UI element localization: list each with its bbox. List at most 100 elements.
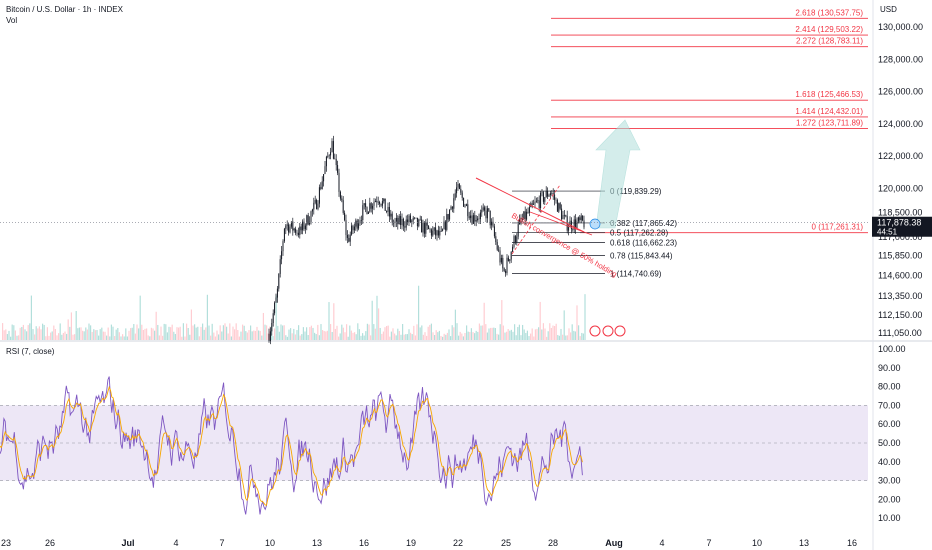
fib-extension-label: 1.414 (124,432.01) <box>795 107 863 116</box>
symbol-title[interactable]: Bitcoin / U.S. Dollar · 1h · INDEX <box>6 5 123 14</box>
volume-bar <box>501 300 503 340</box>
candle-body <box>346 235 348 238</box>
volume-bar <box>360 335 362 340</box>
currency-label[interactable]: USD <box>880 5 897 14</box>
volume-bar <box>283 325 285 340</box>
rsi-tick-label: 80.00 <box>878 382 901 392</box>
rsi-legend[interactable]: RSI (7, close) <box>6 347 55 356</box>
candle-body <box>519 218 521 225</box>
volume-bar <box>478 323 480 340</box>
volume-bar <box>446 332 448 340</box>
candle-body <box>492 221 494 227</box>
candle-body <box>398 216 400 225</box>
candle-body <box>549 193 551 196</box>
candle-body <box>545 190 547 198</box>
volume-bar <box>227 333 229 340</box>
fib-retracement-label: 1 (114,740.69) <box>610 269 662 278</box>
candle-body <box>439 230 441 236</box>
volume-bar <box>253 330 255 340</box>
time-axis[interactable]: 23 26 Jul 4 7 10 13 16 19 22 25 28 Aug 4 7 10 13 16 <box>1 538 857 548</box>
volume-bar <box>533 336 535 340</box>
candle-body <box>485 210 487 219</box>
volume-bar <box>378 308 380 340</box>
volume-bar <box>374 328 376 340</box>
candle-body <box>456 187 458 194</box>
volume-bar <box>93 329 95 340</box>
volume-bar <box>411 334 413 340</box>
volume-bar <box>315 334 317 340</box>
volume-bar <box>403 334 405 340</box>
candle-body <box>507 257 509 261</box>
rsi-tick-label: 40.00 <box>878 457 901 467</box>
candle-body <box>541 192 543 193</box>
volume-bar <box>584 294 586 340</box>
volume-bar <box>458 335 460 340</box>
price-tick-label: 114,600.00 <box>878 271 922 281</box>
candle-body <box>271 322 273 332</box>
volume-bar <box>576 305 578 340</box>
volume-bar <box>62 333 64 340</box>
volume-bar <box>483 302 485 340</box>
volume-bar <box>157 324 159 340</box>
rsi-tick-label: 70.00 <box>878 400 901 410</box>
volume-bar <box>101 327 103 340</box>
volume-bar <box>338 336 340 340</box>
volume-bar <box>301 334 303 340</box>
price-tick-label: 128,000.00 <box>878 54 923 64</box>
volume-bar <box>296 330 298 340</box>
candle-body <box>565 215 567 217</box>
candle-body <box>369 203 371 212</box>
volume-bar <box>96 330 98 340</box>
volume-bar <box>181 336 183 340</box>
fib-retracement-tool[interactable]: 0 (119,839.29) 0.382 (117,865.42)0.5 (117… <box>512 187 677 278</box>
candle-body <box>285 225 287 229</box>
volume-bar <box>123 336 125 340</box>
candle-body <box>358 223 360 229</box>
candle-body <box>388 206 390 217</box>
price-axis[interactable]: 111,050.00 112,150.00 113,350.00 114,600.00… <box>0 22 932 523</box>
candle-body <box>360 220 362 221</box>
candle-body <box>367 211 369 215</box>
fib-extension-tool[interactable]: 2.618 (130,537.75) 2.414 (129,503.22) 2.27… <box>551 8 868 234</box>
candle-body <box>344 212 346 221</box>
volume-bar <box>275 295 277 340</box>
candle-body <box>416 217 418 227</box>
volume-bar <box>211 323 213 340</box>
candle-body <box>512 246 514 252</box>
candle-body <box>573 219 575 230</box>
volume-bar <box>230 336 232 340</box>
countdown-label: 44:51 <box>877 228 898 237</box>
volume-bar <box>126 336 128 340</box>
candle-body <box>430 229 432 236</box>
volume-bar <box>582 333 584 340</box>
volume-bar <box>581 332 583 340</box>
candle-body <box>408 215 410 223</box>
volume-bar <box>400 334 402 340</box>
volume-bar <box>312 327 314 340</box>
volume-bar <box>358 329 360 340</box>
volume-bar <box>563 310 565 340</box>
volume-bar <box>515 335 517 340</box>
volume-bar <box>122 334 124 340</box>
candle-body <box>563 215 565 216</box>
candle-body <box>404 226 406 228</box>
volume-legend[interactable]: Vol <box>6 16 18 25</box>
candle-body <box>432 230 434 236</box>
time-tick-label: 13 <box>312 538 322 548</box>
volume-bar <box>363 335 365 340</box>
candle-body <box>484 207 486 211</box>
candle-body <box>386 210 388 212</box>
volume-bar <box>472 332 474 340</box>
volume-bar <box>571 324 573 340</box>
volume-bar <box>104 331 106 340</box>
volume-bar <box>573 330 575 340</box>
volume-bar <box>342 327 344 340</box>
volume-bar <box>469 332 471 340</box>
candle-body <box>334 158 336 160</box>
candle-body <box>451 206 453 209</box>
rsi-tick-label: 100.00 <box>878 344 906 354</box>
volume-bar <box>32 329 34 340</box>
candle-body <box>282 241 284 252</box>
candle-body <box>387 206 389 212</box>
